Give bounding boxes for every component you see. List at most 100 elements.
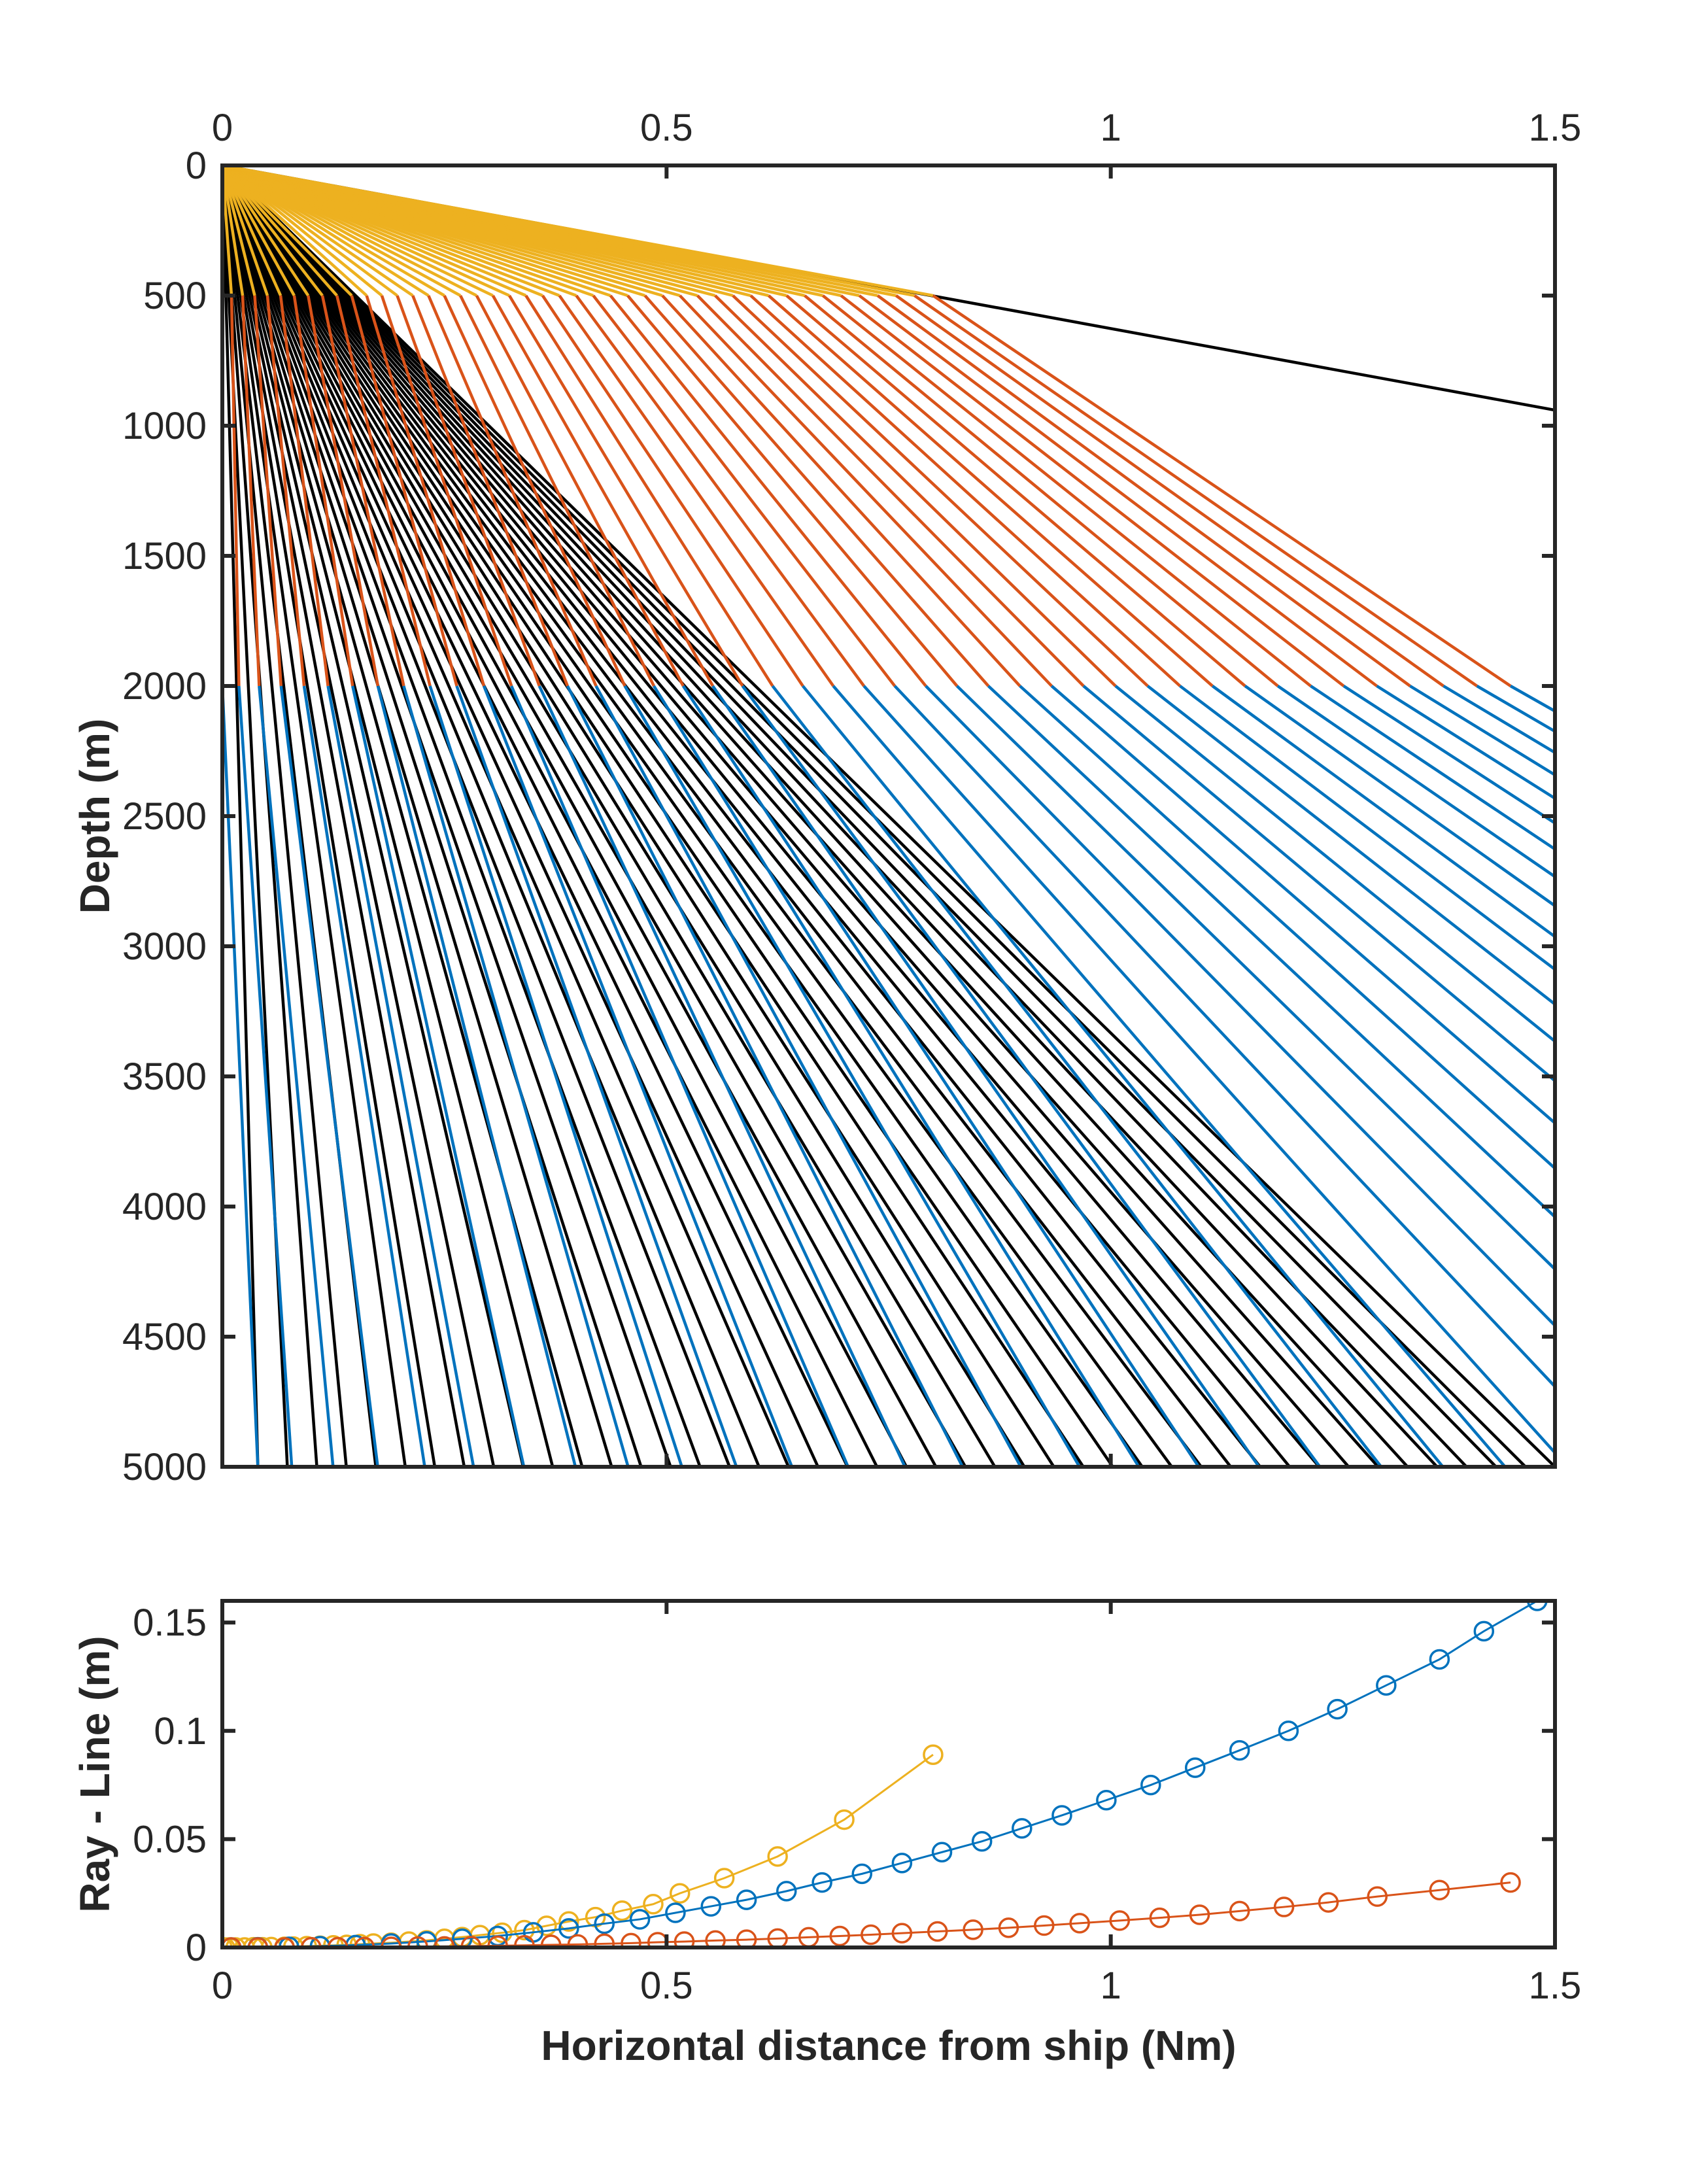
bottom-x-tick-label: 1.5 [1529, 1964, 1582, 2007]
ray-blue-36 [1244, 685, 1555, 908]
ray-orange-20 [508, 294, 744, 687]
ray-blue-26 [925, 685, 1555, 1328]
ray-blue-10 [455, 685, 738, 1467]
ray-orange-40 [858, 294, 1378, 687]
ray-orange-10 [350, 295, 458, 687]
ray-blue-24 [863, 685, 1555, 1455]
straight-line-35 [222, 165, 1291, 1467]
ray-orange-31 [696, 294, 1085, 687]
ray-blue-14 [566, 685, 965, 1467]
ray-orange-39 [840, 294, 1345, 687]
ray-orange-17 [459, 295, 655, 687]
top-y-tick-label: 1500 [122, 535, 207, 577]
ray-orange-32 [714, 294, 1117, 687]
difference-point [1273, 1896, 1295, 1917]
difference-point [234, 1937, 255, 1947]
straight-line-10 [222, 165, 555, 1467]
ray-orange-1 [230, 295, 241, 687]
difference-point [829, 1925, 851, 1947]
ray-blue-16 [623, 685, 1081, 1467]
straight-line-2 [222, 165, 318, 1467]
ray-blue-22 [802, 685, 1444, 1467]
top-y-tick-label: 500 [143, 275, 207, 317]
straight-line-0 [222, 165, 260, 1467]
ray-blue-18 [681, 685, 1201, 1467]
ray-blue-38 [1310, 685, 1555, 851]
difference-point [811, 1872, 832, 1893]
ray-orange-41 [876, 294, 1411, 687]
top-x-tick-label: 1 [1101, 107, 1121, 149]
straight-line-11 [222, 165, 584, 1467]
ray-orange-11 [365, 295, 486, 687]
straight-line-22 [222, 165, 908, 1467]
bottom-y-tick-label: 0 [186, 1927, 207, 1969]
bottom-y-tick-label: 0.15 [133, 1602, 207, 1644]
difference-point [736, 1929, 757, 1947]
difference-point [1140, 1774, 1161, 1796]
ray-blue-37 [1276, 685, 1555, 879]
ray-blue-25 [893, 685, 1555, 1389]
ray-orange-36 [785, 294, 1246, 687]
difference-point [1429, 1649, 1450, 1670]
difference-point [674, 1931, 695, 1947]
straight-line-31 [222, 165, 1173, 1467]
ray-orange-34 [749, 294, 1182, 687]
ray-orange-7 [307, 295, 380, 687]
difference-point [1376, 1675, 1397, 1696]
bottom-y-tick-label: 0.1 [154, 1710, 207, 1753]
difference-point [1327, 1698, 1348, 1720]
ray-yellow-2 [222, 165, 245, 296]
ray-orange-2 [241, 295, 261, 687]
difference-point [1278, 1721, 1299, 1741]
ray-orange-3 [253, 295, 283, 687]
difference-point [1034, 1915, 1055, 1936]
top-y-tick-label: 3500 [122, 1055, 207, 1098]
ray-yellow-3 [222, 165, 256, 296]
ray-blue-7 [376, 685, 577, 1467]
difference-point [1184, 1757, 1206, 1778]
ray-orange-38 [821, 294, 1312, 687]
straight-line-32 [222, 165, 1203, 1467]
difference-point [643, 1894, 664, 1915]
ray-orange-37 [804, 294, 1279, 687]
straight-line-26 [222, 165, 1026, 1467]
difference-point [611, 1900, 633, 1921]
ray-blue-33 [1146, 685, 1555, 1006]
ray-orange-15 [427, 295, 598, 687]
difference-point [629, 1909, 651, 1930]
ray-orange-28 [643, 294, 990, 687]
bottom-x-axis-label: Horizontal distance from ship (Nm) [541, 2022, 1236, 2069]
difference-point [927, 1921, 948, 1942]
straight-line-3 [222, 165, 348, 1467]
difference-point [1527, 1601, 1548, 1611]
bottom-y-axis-label: Ray - Line (m) [71, 1636, 118, 1912]
difference-point [834, 1809, 855, 1830]
ray-blue-6 [351, 685, 526, 1467]
straight-line-25 [222, 165, 997, 1467]
ray-orange-26 [609, 294, 927, 687]
difference-point [1149, 1907, 1170, 1928]
ray-orange-14 [411, 295, 569, 687]
ray-orange-23 [558, 294, 835, 687]
difference-point [767, 1928, 788, 1947]
difference-point [998, 1917, 1019, 1938]
ray-blue-20 [741, 685, 1322, 1467]
ray-blue-23 [832, 685, 1507, 1467]
top-y-axis-label: Depth (m) [71, 719, 118, 914]
top-x-tick-label: 0 [212, 107, 233, 149]
ray-line-difference-chart: 0 0.5 1 1.5 0 0.05 0.1 0.15 Ray - Line (m) Hori… [71, 1599, 1582, 2069]
ray-yellow-8 [222, 165, 324, 297]
difference-point [1229, 1900, 1250, 1922]
difference-point [452, 1928, 473, 1947]
ray-orange-13 [396, 295, 541, 687]
bottom-x-tick-label: 0.5 [640, 1964, 693, 2007]
difference-point [492, 1922, 513, 1944]
difference-point [713, 1868, 735, 1889]
ray-blue-17 [653, 685, 1140, 1467]
difference-point [851, 1863, 872, 1885]
ray-orange-21 [524, 294, 774, 687]
ray-orange-42 [895, 294, 1444, 687]
difference-point [767, 1846, 788, 1867]
difference-point [923, 1744, 944, 1765]
straight-line-24 [222, 165, 967, 1467]
